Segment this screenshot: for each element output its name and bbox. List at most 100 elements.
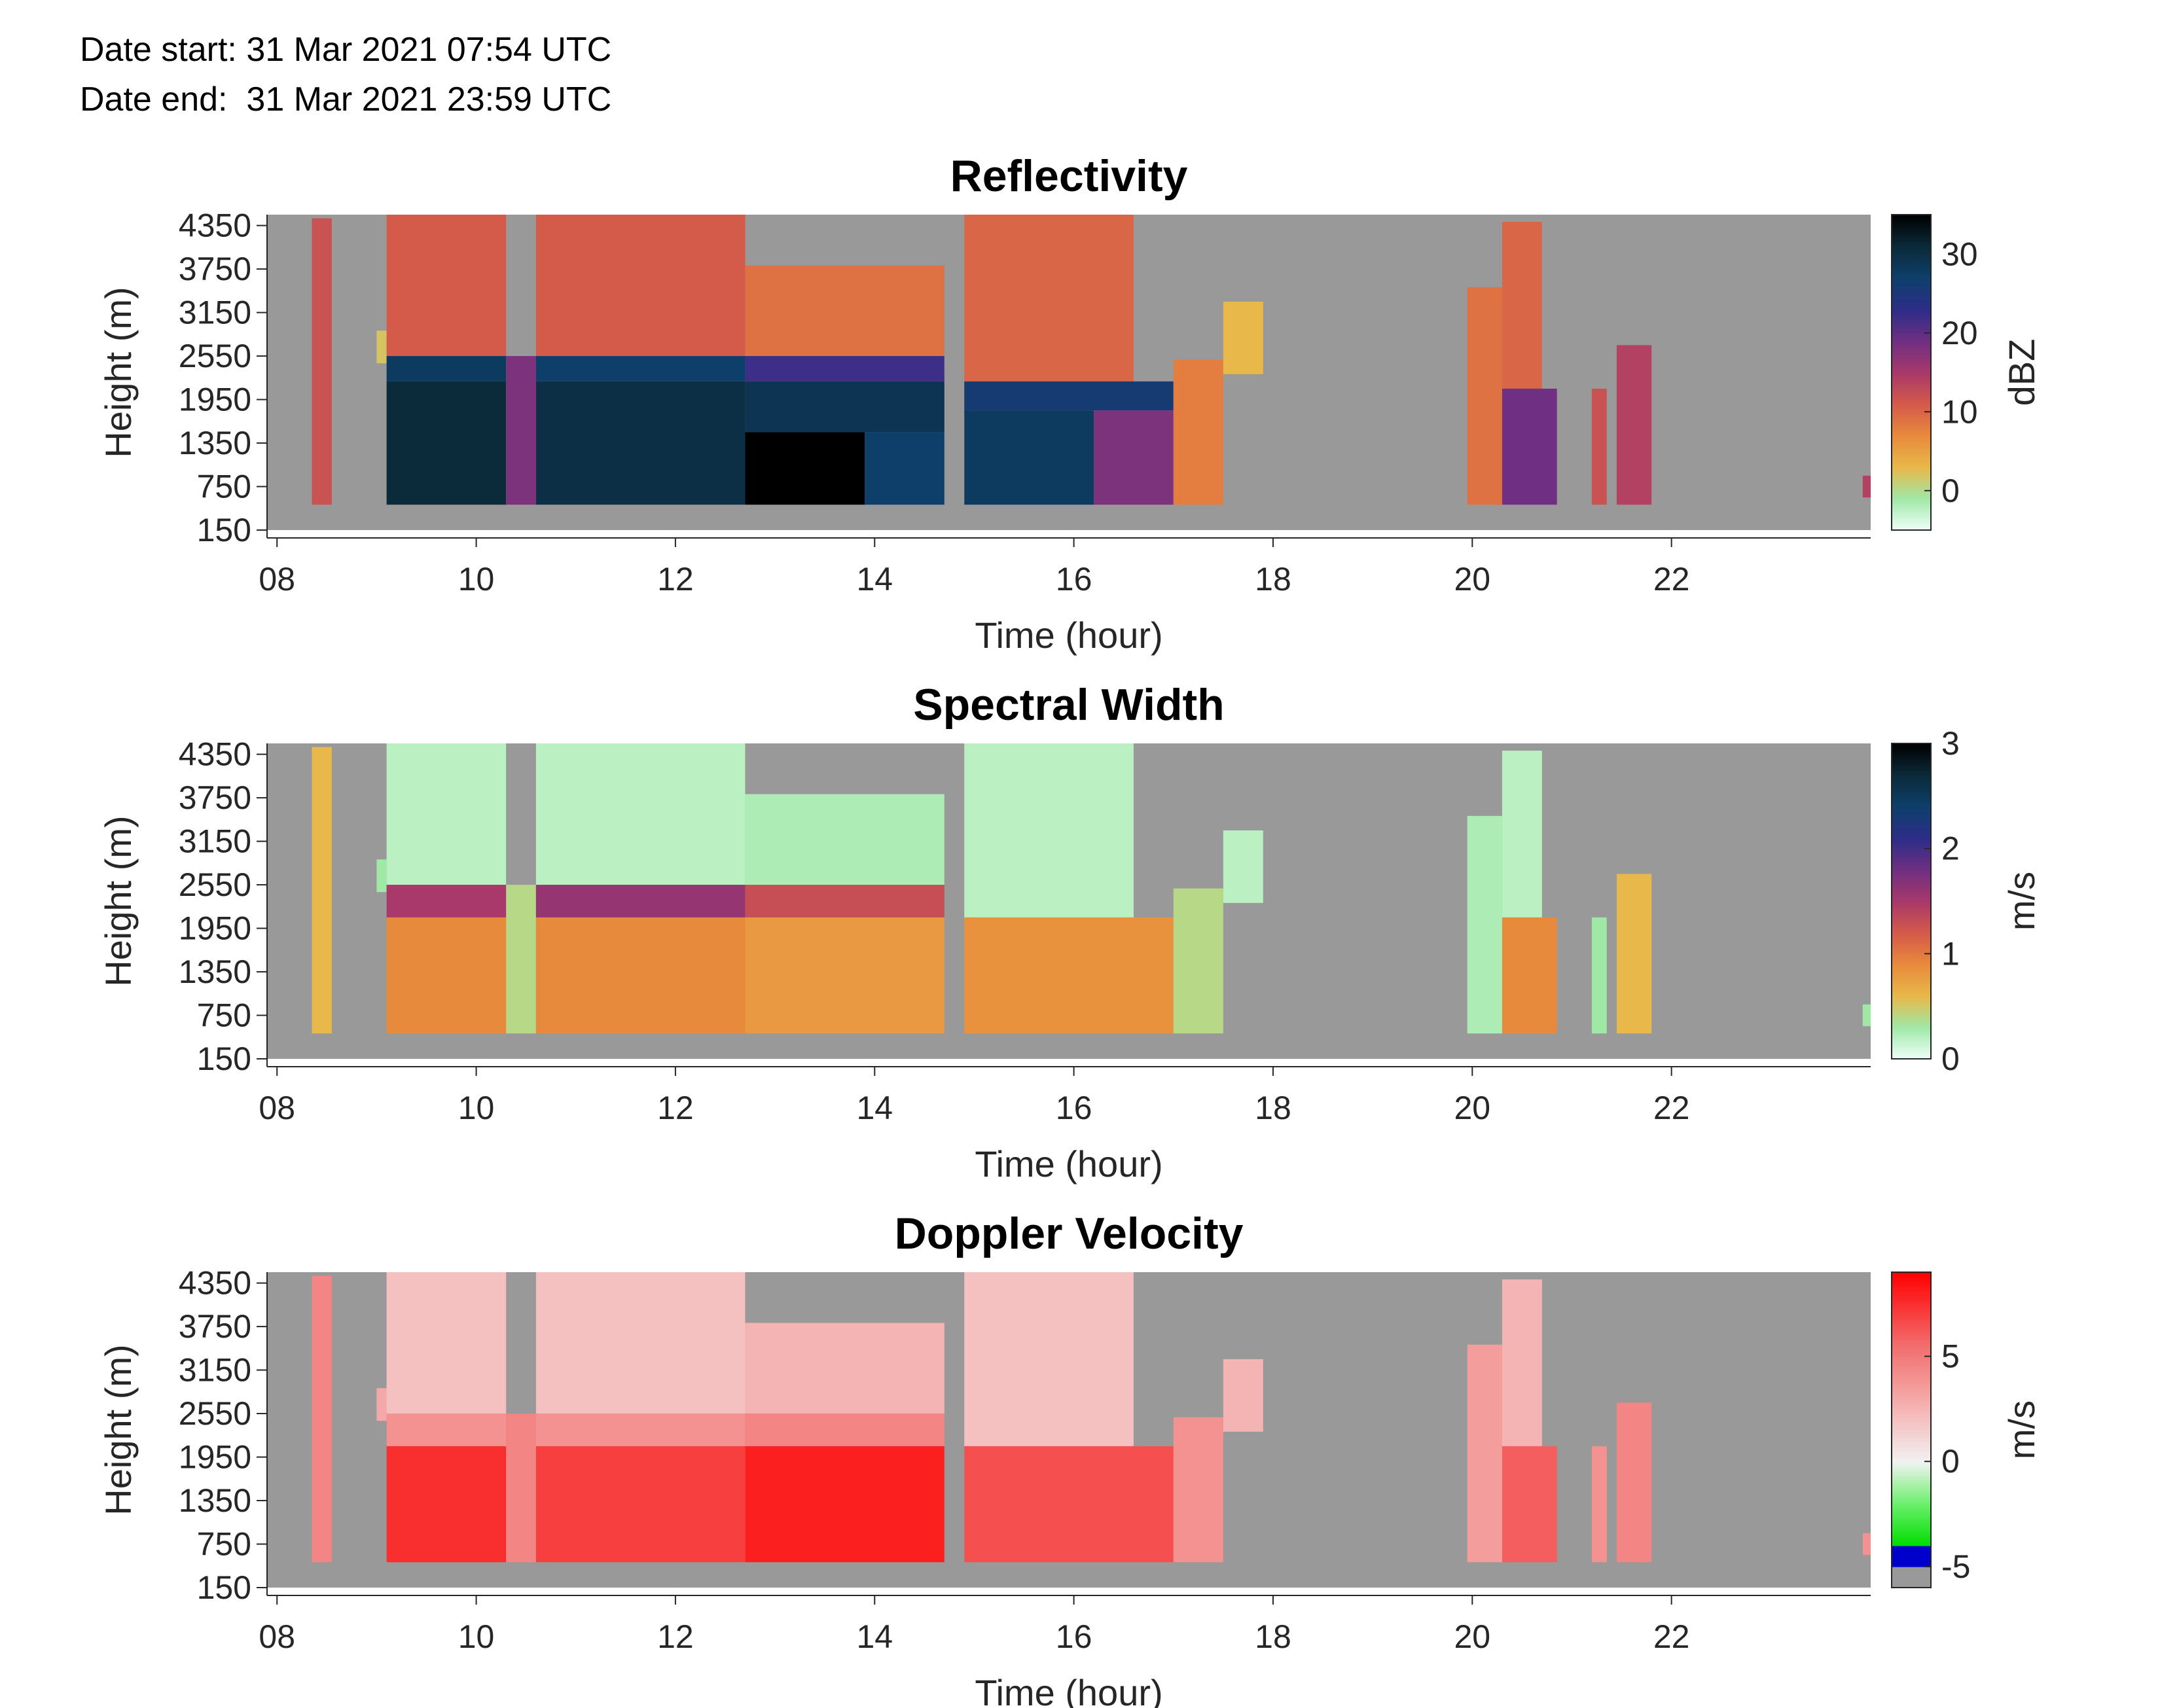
- colorbar-segment: [1892, 1382, 1931, 1386]
- heatmap-cell: [535, 743, 746, 885]
- colorbar-segment: [1892, 1374, 1931, 1378]
- colorbar-segment: [1892, 364, 1931, 368]
- y-tick-label: 1350: [179, 425, 251, 461]
- colorbar-segment: [1892, 236, 1931, 239]
- x-axis-label: Time (hour): [975, 614, 1162, 656]
- colorbar-segment: [1892, 1548, 1931, 1552]
- colorbar-segment: [1892, 964, 1931, 968]
- colorbar-segment: [1892, 1540, 1931, 1544]
- colorbar-segment: [1892, 1503, 1931, 1507]
- colorbar-segment: [1892, 1019, 1931, 1023]
- colorbar-segment: [1892, 443, 1931, 447]
- heatmap-cell: [376, 1388, 387, 1421]
- colorbar-segment: [1892, 877, 1931, 881]
- colorbar-segment: [1892, 1348, 1931, 1352]
- colorbar-segment: [1892, 825, 1931, 828]
- date-range-header: Date start: 31 Mar 2021 07:54 UTC Date e…: [80, 25, 611, 124]
- heatmap-cell: [964, 381, 1174, 411]
- colorbar-segment: [1892, 222, 1931, 226]
- x-tick-label: 20: [1454, 561, 1490, 597]
- colorbar-segment: [1892, 1482, 1931, 1486]
- colorbar-segment: [1892, 419, 1931, 423]
- colorbar-segment: [1892, 311, 1931, 315]
- heatmap-cell: [745, 432, 865, 505]
- colorbar-segment: [1892, 1359, 1931, 1362]
- colorbar-segment: [1892, 785, 1931, 789]
- colorbar-segment: [1892, 1364, 1931, 1368]
- colorbar-segment: [1892, 1519, 1931, 1523]
- colorbar-segment: [1892, 503, 1931, 507]
- x-tick-label: 16: [1056, 561, 1092, 597]
- colorbar-segment: [1892, 1550, 1931, 1554]
- heatmap-cell: [745, 356, 945, 382]
- colorbar-segment: [1892, 956, 1931, 960]
- colorbar-segment: [1892, 780, 1931, 784]
- heatmap-cell: [376, 859, 387, 893]
- colorbar-segment: [1892, 1516, 1931, 1520]
- date-end-row: Date end: 31 Mar 2021 23:59 UTC: [80, 75, 611, 124]
- colorbar-segment: [1892, 777, 1931, 781]
- colorbar-segment: [1892, 459, 1931, 463]
- colorbar-segment: [1892, 793, 1931, 797]
- colorbar-segment: [1892, 291, 1931, 294]
- heatmap-cell: [1467, 287, 1502, 505]
- colorbar-label: m/s: [2001, 1400, 2042, 1459]
- heatmap-cell: [1616, 1402, 1652, 1563]
- colorbar-segment: [1892, 972, 1931, 976]
- colorbar-segment: [1892, 1571, 1931, 1575]
- heatmap-cell: [1862, 475, 1871, 498]
- colorbar-segment: [1892, 293, 1931, 297]
- colorbar-segment: [1892, 1408, 1931, 1412]
- colorbar-segment: [1892, 1535, 1931, 1539]
- colorbar-segment: [1892, 1440, 1931, 1444]
- colorbar-segment: [1892, 353, 1931, 357]
- colorbar-segment: [1892, 375, 1931, 378]
- x-tick-label: 12: [657, 1618, 694, 1655]
- colorbar-segment: [1892, 943, 1931, 947]
- heatmap-cell: [964, 215, 1134, 382]
- colorbar-segment: [1892, 1325, 1931, 1328]
- date-start-label: Date start:: [80, 31, 237, 69]
- colorbar-segment: [1892, 1340, 1931, 1344]
- colorbar-segment: [1892, 1511, 1931, 1515]
- heatmap-cell: [745, 1446, 945, 1563]
- colorbar-segment: [1892, 220, 1931, 223]
- colorbar-segment: [1892, 351, 1931, 355]
- colorbar-segment: [1892, 1356, 1931, 1360]
- colorbar-segment: [1892, 987, 1931, 991]
- x-tick-label: 16: [1056, 1090, 1092, 1126]
- colorbar-segment: [1892, 1395, 1931, 1399]
- colorbar-segment: [1892, 412, 1931, 416]
- colorbar-segment: [1892, 822, 1931, 826]
- colorbar-segment: [1892, 801, 1931, 805]
- colorbar-segment: [1892, 856, 1931, 860]
- colorbar-segment: [1892, 1443, 1931, 1446]
- colorbar-segment: [1892, 835, 1931, 839]
- colorbar-segment: [1892, 1498, 1931, 1502]
- colorbar-segment: [1892, 859, 1931, 863]
- y-axis-label: Height (m): [98, 287, 139, 457]
- colorbar-segment: [1892, 372, 1931, 376]
- colorbar-segment: [1892, 1553, 1931, 1557]
- x-tick-label: 08: [259, 1618, 295, 1655]
- colorbar-segment: [1892, 433, 1931, 436]
- colorbar-segment: [1892, 809, 1931, 813]
- colorbar-segment: [1892, 267, 1931, 271]
- colorbar-segment: [1892, 901, 1931, 904]
- heatmap-cell: [1616, 345, 1652, 505]
- colorbar-segment: [1892, 325, 1931, 329]
- colorbar-segment: [1892, 872, 1931, 876]
- heatmap-cell: [386, 215, 507, 357]
- colorbar-segment: [1892, 1053, 1931, 1057]
- x-tick-label: 14: [856, 1618, 893, 1655]
- heatmap-cell: [1502, 222, 1542, 389]
- colorbar-segment: [1892, 946, 1931, 950]
- y-tick-label: 1350: [179, 1482, 251, 1519]
- colorbar-segment: [1892, 1424, 1931, 1428]
- colorbar-segment: [1892, 1485, 1931, 1489]
- colorbar-segment: [1892, 906, 1931, 910]
- heatmap-cell: [1467, 815, 1502, 1034]
- colorbar-segment: [1892, 1438, 1931, 1441]
- colorbar-segment: [1892, 498, 1931, 502]
- heatmap-cell: [312, 1275, 332, 1563]
